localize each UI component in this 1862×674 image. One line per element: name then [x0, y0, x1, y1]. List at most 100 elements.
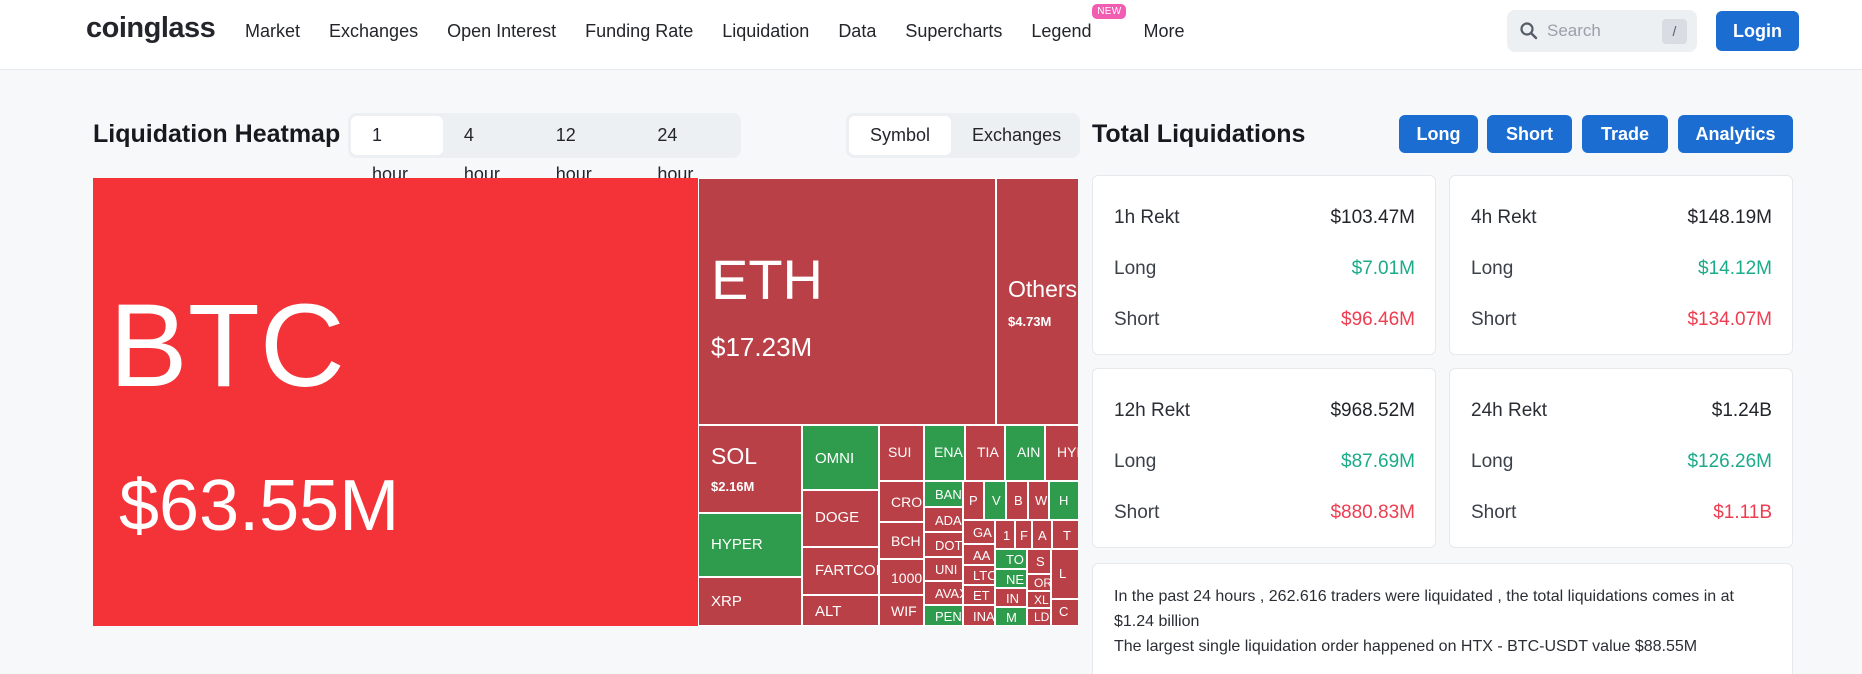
tile-fartcoin[interactable]: FARTCOIN — [802, 547, 879, 595]
tile-m[interactable]: M — [995, 607, 1027, 626]
tile-sui-name: SUI — [888, 444, 912, 460]
tile-ina[interactable]: INA — [963, 605, 995, 626]
tile-uni-name: UNI — [935, 562, 958, 577]
nav-market[interactable]: Market — [245, 20, 301, 41]
trade-button[interactable]: Trade — [1582, 115, 1668, 153]
tile-v-name: V — [992, 493, 1001, 508]
tile-1[interactable]: 1 — [995, 520, 1015, 549]
tile-or[interactable]: OR — [1027, 574, 1051, 591]
tile-btc-value: $63.55M — [119, 466, 400, 546]
tile-ld[interactable]: LD — [1027, 608, 1051, 626]
tile-sui[interactable]: SUI — [879, 425, 924, 481]
nav-liquidation[interactable]: Liquidation — [722, 20, 810, 41]
tab-symbol[interactable]: Symbol — [849, 116, 952, 155]
tab-12-hour[interactable]: 12 hour — [555, 125, 592, 184]
tile-ltc[interactable]: LTC — [963, 565, 995, 585]
tab-exchanges[interactable]: Exchanges — [972, 125, 1062, 145]
tile-1-name: 1 — [1003, 528, 1011, 543]
tile-s[interactable]: S — [1027, 549, 1051, 574]
tile-avax-name: AVAX — [935, 586, 962, 601]
rekt-card-total: $1.24B — [1711, 400, 1772, 421]
tile-hype-name: HYPE — [1057, 444, 1078, 460]
tile-eth-name: ETH — [711, 248, 823, 311]
tile-sol[interactable]: SOL $2.16M — [698, 425, 802, 513]
tile-wif[interactable]: WIF — [879, 595, 924, 626]
search-shortcut-key: / — [1662, 19, 1687, 44]
tile-h[interactable]: H — [1049, 481, 1078, 520]
tile-omni-name: OMNI — [815, 450, 855, 467]
tile-xl[interactable]: XL — [1027, 591, 1051, 608]
tile-omni[interactable]: OMNI — [802, 425, 879, 490]
tile-tia[interactable]: TIA — [965, 425, 1005, 481]
tile-ne-name: NE — [1006, 572, 1025, 587]
tile-m-name: M — [1006, 610, 1017, 625]
tile-ain[interactable]: AIN — [1005, 425, 1045, 481]
tile-bch[interactable]: BCH — [879, 522, 924, 559]
short-value: $96.46M — [1341, 309, 1415, 330]
tile-xrp[interactable]: XRP — [698, 577, 802, 626]
tile-c[interactable]: C — [1051, 599, 1078, 626]
rekt-card-total: $148.19M — [1687, 207, 1772, 228]
tile-eth[interactable]: ETH $17.23M — [698, 178, 996, 425]
long-label: Long — [1471, 258, 1514, 279]
new-badge: NEW — [1092, 3, 1127, 19]
nav-more[interactable]: More — [1143, 20, 1185, 41]
rekt-card-label: 12h Rekt — [1114, 400, 1191, 421]
tile-others-name: Others — [1008, 276, 1078, 302]
analytics-button[interactable]: Analytics — [1678, 115, 1793, 153]
tile-others[interactable]: Others $4.73M — [996, 178, 1078, 425]
tile-to[interactable]: TO — [995, 549, 1027, 569]
tile-fartcoin-name: FARTCOIN — [815, 562, 878, 579]
rekt-card-label: 1h Rekt — [1114, 207, 1180, 228]
tile-et[interactable]: ET — [963, 585, 995, 605]
tile-ban[interactable]: BAN — [924, 481, 963, 507]
nav-funding-rate[interactable]: Funding Rate — [585, 20, 694, 41]
tile-p[interactable]: P — [963, 481, 984, 520]
tile-v[interactable]: V — [984, 481, 1006, 520]
tile-ne[interactable]: NE — [995, 569, 1027, 588]
tile-in[interactable]: IN — [995, 588, 1027, 607]
tile-alt[interactable]: ALT — [802, 595, 879, 626]
tile-ga[interactable]: GA — [963, 520, 995, 544]
tile-btc-name: BTC — [109, 280, 345, 412]
tile-t[interactable]: T — [1052, 520, 1078, 549]
coinglass-logo[interactable]: coinglass — [86, 12, 216, 44]
tile-dot[interactable]: DOT — [924, 532, 963, 557]
tile-ld-name: LD — [1034, 610, 1050, 624]
tab-4-hour[interactable]: 4 hour — [463, 125, 500, 184]
nav-supercharts[interactable]: Supercharts — [905, 20, 1003, 41]
search-input[interactable] — [1547, 21, 1657, 41]
nav-legend[interactable]: Legend NEW — [1031, 3, 1127, 42]
tile-a[interactable]: A — [1032, 520, 1052, 549]
tile-doge[interactable]: DOGE — [802, 490, 879, 547]
tab-1-hour[interactable]: 1 hour — [351, 116, 443, 184]
tile-l[interactable]: L — [1051, 549, 1078, 599]
short-value: $880.83M — [1330, 502, 1415, 523]
tab-24-hour[interactable]: 24 hour — [657, 125, 694, 184]
nav-data[interactable]: Data — [838, 20, 877, 41]
tile-b[interactable]: B — [1006, 481, 1028, 520]
tile-w[interactable]: W — [1028, 481, 1049, 520]
tile-1000[interactable]: 1000 — [879, 559, 924, 595]
main-nav: Market Exchanges Open Interest Funding R… — [245, 0, 1214, 62]
tile-hyper[interactable]: HYPER — [698, 513, 802, 577]
tile-ada[interactable]: ADA — [924, 507, 963, 532]
tile-btc[interactable]: BTC $63.55M — [93, 178, 698, 626]
tile-eth-value: $17.23M — [711, 332, 813, 362]
tile-aa[interactable]: AA — [963, 544, 995, 565]
search-box[interactable]: / — [1507, 10, 1697, 52]
short-label: Short — [1114, 502, 1160, 523]
tile-ena[interactable]: ENA — [924, 425, 965, 481]
login-button[interactable]: Login — [1716, 11, 1799, 51]
nav-exchanges[interactable]: Exchanges — [329, 20, 419, 41]
tile-pengu[interactable]: PENGU — [924, 605, 963, 626]
short-button[interactable]: Short — [1487, 115, 1572, 153]
long-button[interactable]: Long — [1399, 115, 1478, 153]
tile-f[interactable]: F — [1015, 520, 1032, 549]
tile-uni[interactable]: UNI — [924, 557, 963, 581]
tile-cross[interactable]: CROSS — [879, 481, 924, 522]
nav-open-interest[interactable]: Open Interest — [447, 20, 557, 41]
tile-hype[interactable]: HYPE — [1045, 425, 1078, 481]
long-value: $87.69M — [1341, 451, 1415, 472]
tile-avax[interactable]: AVAX — [924, 581, 963, 605]
